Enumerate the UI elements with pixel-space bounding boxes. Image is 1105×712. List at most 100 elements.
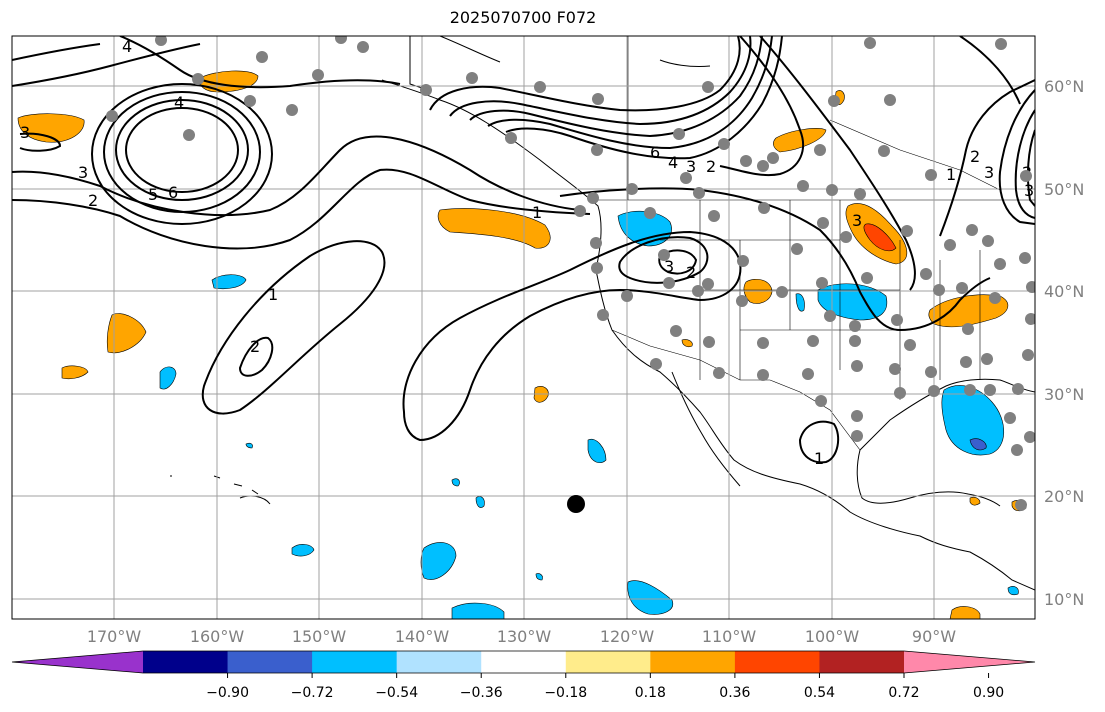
colorbar-segment [734,651,820,673]
contour-label: 6 [168,183,178,202]
map-border [11,35,1036,620]
contour-line [402,230,742,442]
fill-orange [773,128,827,153]
fill-blue [211,274,247,290]
colorbar: −0.90 −0.72 −0.54 −0.36 −0.18 0.18 0.36 0.54 0.7… [11,650,1036,701]
contour-label: 3 [78,163,88,182]
colorbar-tick-label: −0.90 [206,685,249,701]
colorbar-extension-max [904,651,1035,673]
contour-line [505,36,783,160]
lat-label: 40°N [1044,282,1084,301]
contour-ring [125,107,239,193]
colorbar-tick-label: 0.18 [635,685,666,701]
contour-ring [91,83,273,225]
lon-label: 130°W [497,627,552,646]
contour-label: 3 [852,211,862,230]
contour-line [719,36,805,176]
fill-orange [61,365,89,380]
political-borders [598,36,1035,451]
lat-label: 10°N [1044,590,1084,609]
contour-label: 3 [984,163,994,182]
fill-orange [17,113,85,143]
fill-blue [587,438,607,463]
contour-line [959,36,1021,105]
contour-label: 3 [20,123,30,142]
colorbar-segment [143,651,229,673]
fill-blue [291,544,315,557]
colorbar-extension-min [12,651,143,673]
contour-label: 3 [686,157,696,176]
latitude-labels: 60°N 50°N 40°N 30°N 20°N 10°N [1044,77,1084,609]
fill-blue [245,442,253,449]
contour-label: 4 [174,93,184,112]
center-marker [567,495,585,513]
colorbar-segment [396,651,482,673]
contour-line [618,236,709,284]
map-title: 2025070700 F072 [449,8,597,27]
contour-label: 6 [650,143,660,162]
contour-label: 2 [686,263,696,282]
fill-blue [475,496,485,508]
contour-line [12,43,201,87]
fill-orange [106,313,147,354]
fill-orange [928,294,1009,328]
contour-line [798,420,840,464]
contour-line [449,36,752,126]
colorbar-segment [819,651,905,673]
contour-label: 2 [88,191,98,210]
contour-line [238,336,274,377]
coastlines [170,36,1035,591]
fill-blue [451,478,460,487]
contour-label: 1 [532,203,542,222]
anomaly-fills [17,70,1027,619]
colorbar-tick-label: −0.36 [460,685,503,701]
contours [12,36,1035,464]
colorbar-tick-label: −0.54 [375,685,418,701]
fill-blue [941,385,1004,456]
lat-label: 20°N [1044,487,1084,506]
contour-label: 1 [946,165,956,184]
contour-line [998,89,1035,225]
fill-blue [451,602,505,619]
lon-label: 120°W [600,627,655,646]
contour-label: 4 [668,153,678,172]
lon-label: 170°W [87,627,142,646]
lon-label: 150°W [292,627,347,646]
contour-label: 2 [706,157,716,176]
fill-blue-dark [969,438,987,451]
station-markers [106,36,1035,511]
colorbar-tick-label: 0.72 [888,685,919,701]
lon-label: 110°W [702,627,757,646]
contour-label: 1 [814,449,824,468]
contour-line [559,187,991,332]
fill-orange [969,496,981,506]
contour-line [201,240,386,415]
fill-blue [420,542,457,580]
lon-label: 140°W [395,627,450,646]
lat-label: 30°N [1044,385,1084,404]
contour-line [658,249,698,275]
lon-label: 100°W [805,627,860,646]
colorbar-segment [565,651,651,673]
fill-blue [627,580,674,615]
grid [12,36,1035,619]
contour-line [1014,109,1035,219]
colorbar-tick-label: −0.18 [544,685,587,701]
contour-label: 3 [1024,181,1034,200]
contour-label: 5 [148,185,158,204]
colorbar-segment [312,651,398,673]
contour-label: 3 [664,257,674,276]
lon-label: 160°W [190,627,245,646]
contour-line [12,135,581,217]
colorbar-segment [650,651,736,673]
colorbar-tick-label: 0.36 [719,685,750,701]
contour-line [19,132,62,152]
fill-orange [681,339,693,348]
contour-ring [115,99,249,201]
contour-line [12,168,591,250]
contour-line [1026,129,1035,207]
contour-line [469,36,763,138]
colorbar-outline [11,650,1036,674]
lat-label: 50°N [1044,180,1084,199]
longitude-labels: 170°W 160°W 150°W 140°W 130°W 120°W 110°… [87,627,956,646]
